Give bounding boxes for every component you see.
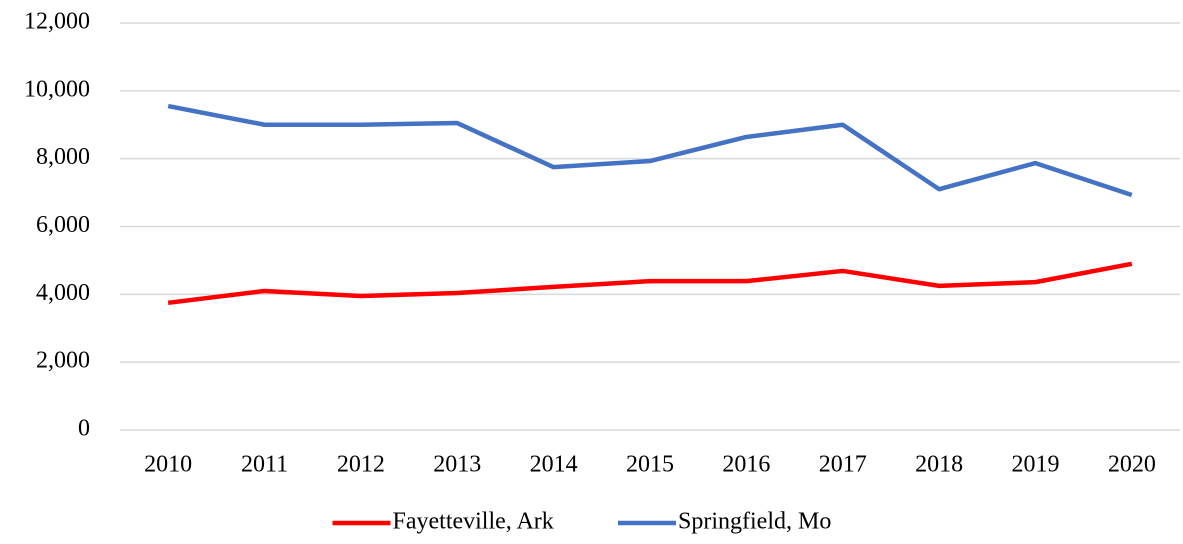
y-tick-label: 6,000 [36, 212, 90, 238]
x-tick-label: 2015 [626, 452, 674, 478]
x-tick-label: 2013 [433, 452, 481, 478]
legend-label: Fayetteville, Ark [393, 509, 554, 535]
y-tick-label: 12,000 [24, 9, 90, 35]
series-line [167, 261, 1133, 306]
y-tick-label: 0 [78, 416, 90, 442]
legend-label: Springfield, Mo [678, 509, 831, 535]
y-tick-label: 2,000 [36, 348, 90, 374]
x-tick-label: 2011 [241, 452, 288, 478]
x-tick-label: 2019 [1011, 452, 1059, 478]
y-tick-label: 8,000 [36, 144, 90, 170]
y-tick-label: 4,000 [36, 280, 90, 306]
x-tick-label: 2010 [144, 452, 192, 478]
x-tick-label: 2017 [819, 452, 867, 478]
x-tick-label: 2018 [915, 452, 963, 478]
x-tick-label: 2016 [722, 452, 770, 478]
x-tick-label: 2012 [337, 452, 385, 478]
y-tick-label: 10,000 [24, 76, 90, 102]
x-tick-label: 2014 [530, 452, 578, 478]
x-tick-label: 2020 [1108, 452, 1156, 478]
series-line [167, 103, 1133, 198]
